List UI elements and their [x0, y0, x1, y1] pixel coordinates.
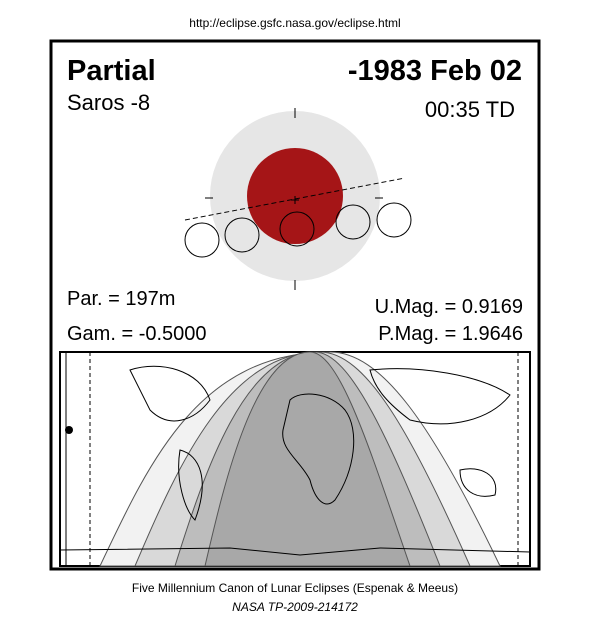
- penumbral-magnitude: P.Mag. = 1.9646: [378, 323, 523, 345]
- url: http://eclipse.gsfc.nasa.gov/eclipse.htm…: [189, 16, 400, 30]
- eclipse-date: -1983 Feb 02: [348, 55, 522, 87]
- eclipse-geometry: [184, 108, 412, 290]
- eclipse-type: Partial: [67, 55, 156, 87]
- gamma: Gam. = -0.5000: [67, 323, 207, 345]
- umbral-magnitude: U.Mag. = 0.9169: [375, 296, 523, 318]
- time: 00:35 TD: [425, 97, 515, 122]
- saros: Saros -8: [67, 90, 150, 115]
- penumbral-duration: Par. = 197m: [67, 288, 175, 310]
- footer-credit: Five Millennium Canon of Lunar Eclipses …: [132, 581, 458, 595]
- footer-reference: NASA TP-2009-214172: [232, 600, 358, 614]
- frame: [49, 39, 541, 571]
- visibility-map: [59, 351, 531, 567]
